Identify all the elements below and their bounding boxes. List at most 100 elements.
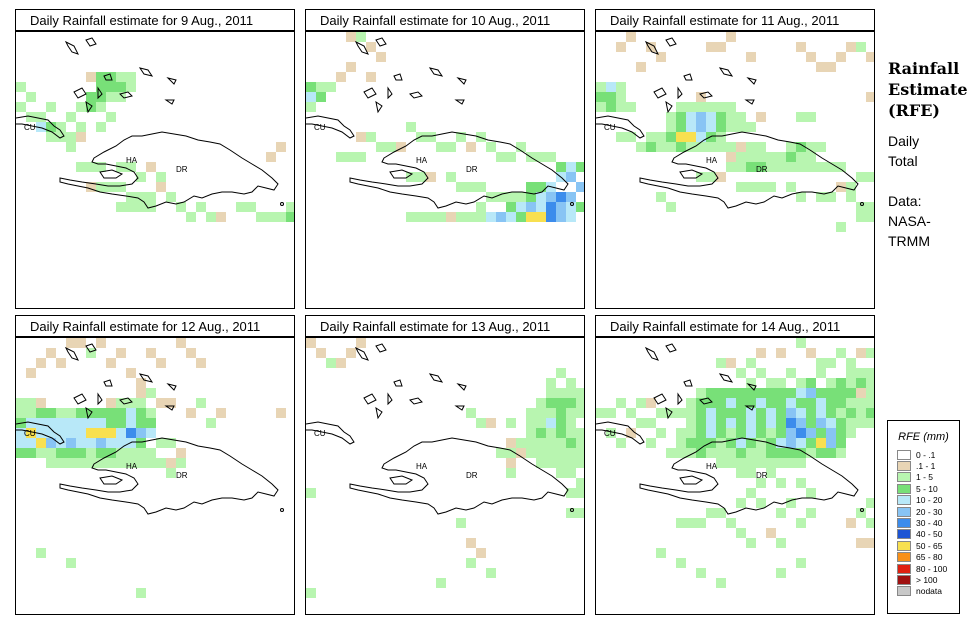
rain-cell [306,82,316,92]
rain-cell [816,418,826,428]
rain-cell [96,182,106,192]
rain-cell [146,428,156,438]
rain-cell [566,448,576,458]
legend-item: 80 - 100 [897,563,959,574]
rain-cell [356,338,366,348]
rain-cell [556,428,566,438]
coastline-bahamas [744,99,755,105]
rain-cell [146,458,156,468]
coastline-cuba [306,115,355,139]
rain-cell [546,408,556,418]
rain-cell [806,428,816,438]
rain-cell [146,408,156,418]
rain-cell [516,142,526,152]
rain-cell [56,458,66,468]
legend-swatch [897,461,911,472]
rain-cell [376,52,386,62]
rain-cell [746,388,756,398]
rain-cell [16,428,26,438]
rain-cell [326,82,336,92]
rain-cell [786,418,796,428]
rain-cell [76,122,86,132]
rain-cell [556,418,566,428]
rain-cell [46,438,56,448]
rain-cell [736,142,746,152]
rain-cell [536,418,546,428]
rain-cell [756,368,766,378]
coastline-bahamas [699,91,713,99]
rain-cell [696,102,706,112]
country-label-cuba: CU [24,123,36,132]
rain-cell [826,388,836,398]
rain-cell [646,418,656,428]
rain-cell [286,202,294,212]
rain-cell [566,468,576,478]
rain-cell [746,458,756,468]
coastline-cuba [16,115,65,139]
rain-cell [646,42,656,52]
rain-cell [796,162,806,172]
rain-cell [846,182,856,192]
rain-cell [316,348,326,358]
rain-cell [486,192,496,202]
coastline-islet [280,202,284,206]
rain-cell [66,112,76,122]
coastline-bahamas [456,383,467,391]
rain-cell [536,182,546,192]
rain-cell [466,212,476,222]
rain-cell [576,162,584,172]
rain-cell [136,418,146,428]
rain-cell [676,142,686,152]
rain-cell [846,388,856,398]
rain-cell [546,378,556,388]
rain-cell [826,398,836,408]
rain-cell [736,122,746,132]
rain-cell [306,92,316,102]
country-label-dominican_republic: DR [176,471,188,480]
rain-cell [536,398,546,408]
rain-cell [656,192,666,202]
coastlines [596,37,864,209]
rain-cell [676,438,686,448]
rain-cell [96,438,106,448]
rain-cell [706,508,716,518]
rain-cell [626,102,636,112]
rain-cell [756,162,766,172]
rain-cell [716,358,726,368]
rain-cell [136,438,146,448]
rain-cell [516,192,526,202]
rain-cell [716,112,726,122]
coastline-gonave [679,475,704,485]
coastline-bahamas [393,73,403,81]
legend-swatch [897,574,911,585]
rain-cell [766,408,776,418]
rain-cell [716,458,726,468]
rain-cell [116,458,126,468]
coastline-bahamas [387,392,393,406]
legend-label: 65 - 80 [916,552,943,563]
coastline-bahamas [677,86,683,100]
map-svg: CU HA DR [596,32,874,232]
rain-cell [696,408,706,418]
rain-cell [736,458,746,468]
coastline-bahamas [354,346,369,361]
rain-cell [606,408,616,418]
rain-cell [856,172,866,182]
rain-cell [46,348,56,358]
rain-cell [826,448,836,458]
rain-cell [46,132,56,142]
rain-cell [196,202,206,212]
coastline-bahamas [166,77,177,85]
rain-cell [716,448,726,458]
rain-cell [36,408,46,418]
legend-swatch [897,586,911,597]
rain-cell [26,408,36,418]
rain-cell [536,192,546,202]
rain-cell [686,518,696,528]
country-label-cuba: CU [604,123,616,132]
rain-cell [496,212,506,222]
coastline-hispaniola [639,437,859,515]
rain-cell [346,348,356,358]
rain-cell [546,212,556,222]
rain-cell [616,398,626,408]
